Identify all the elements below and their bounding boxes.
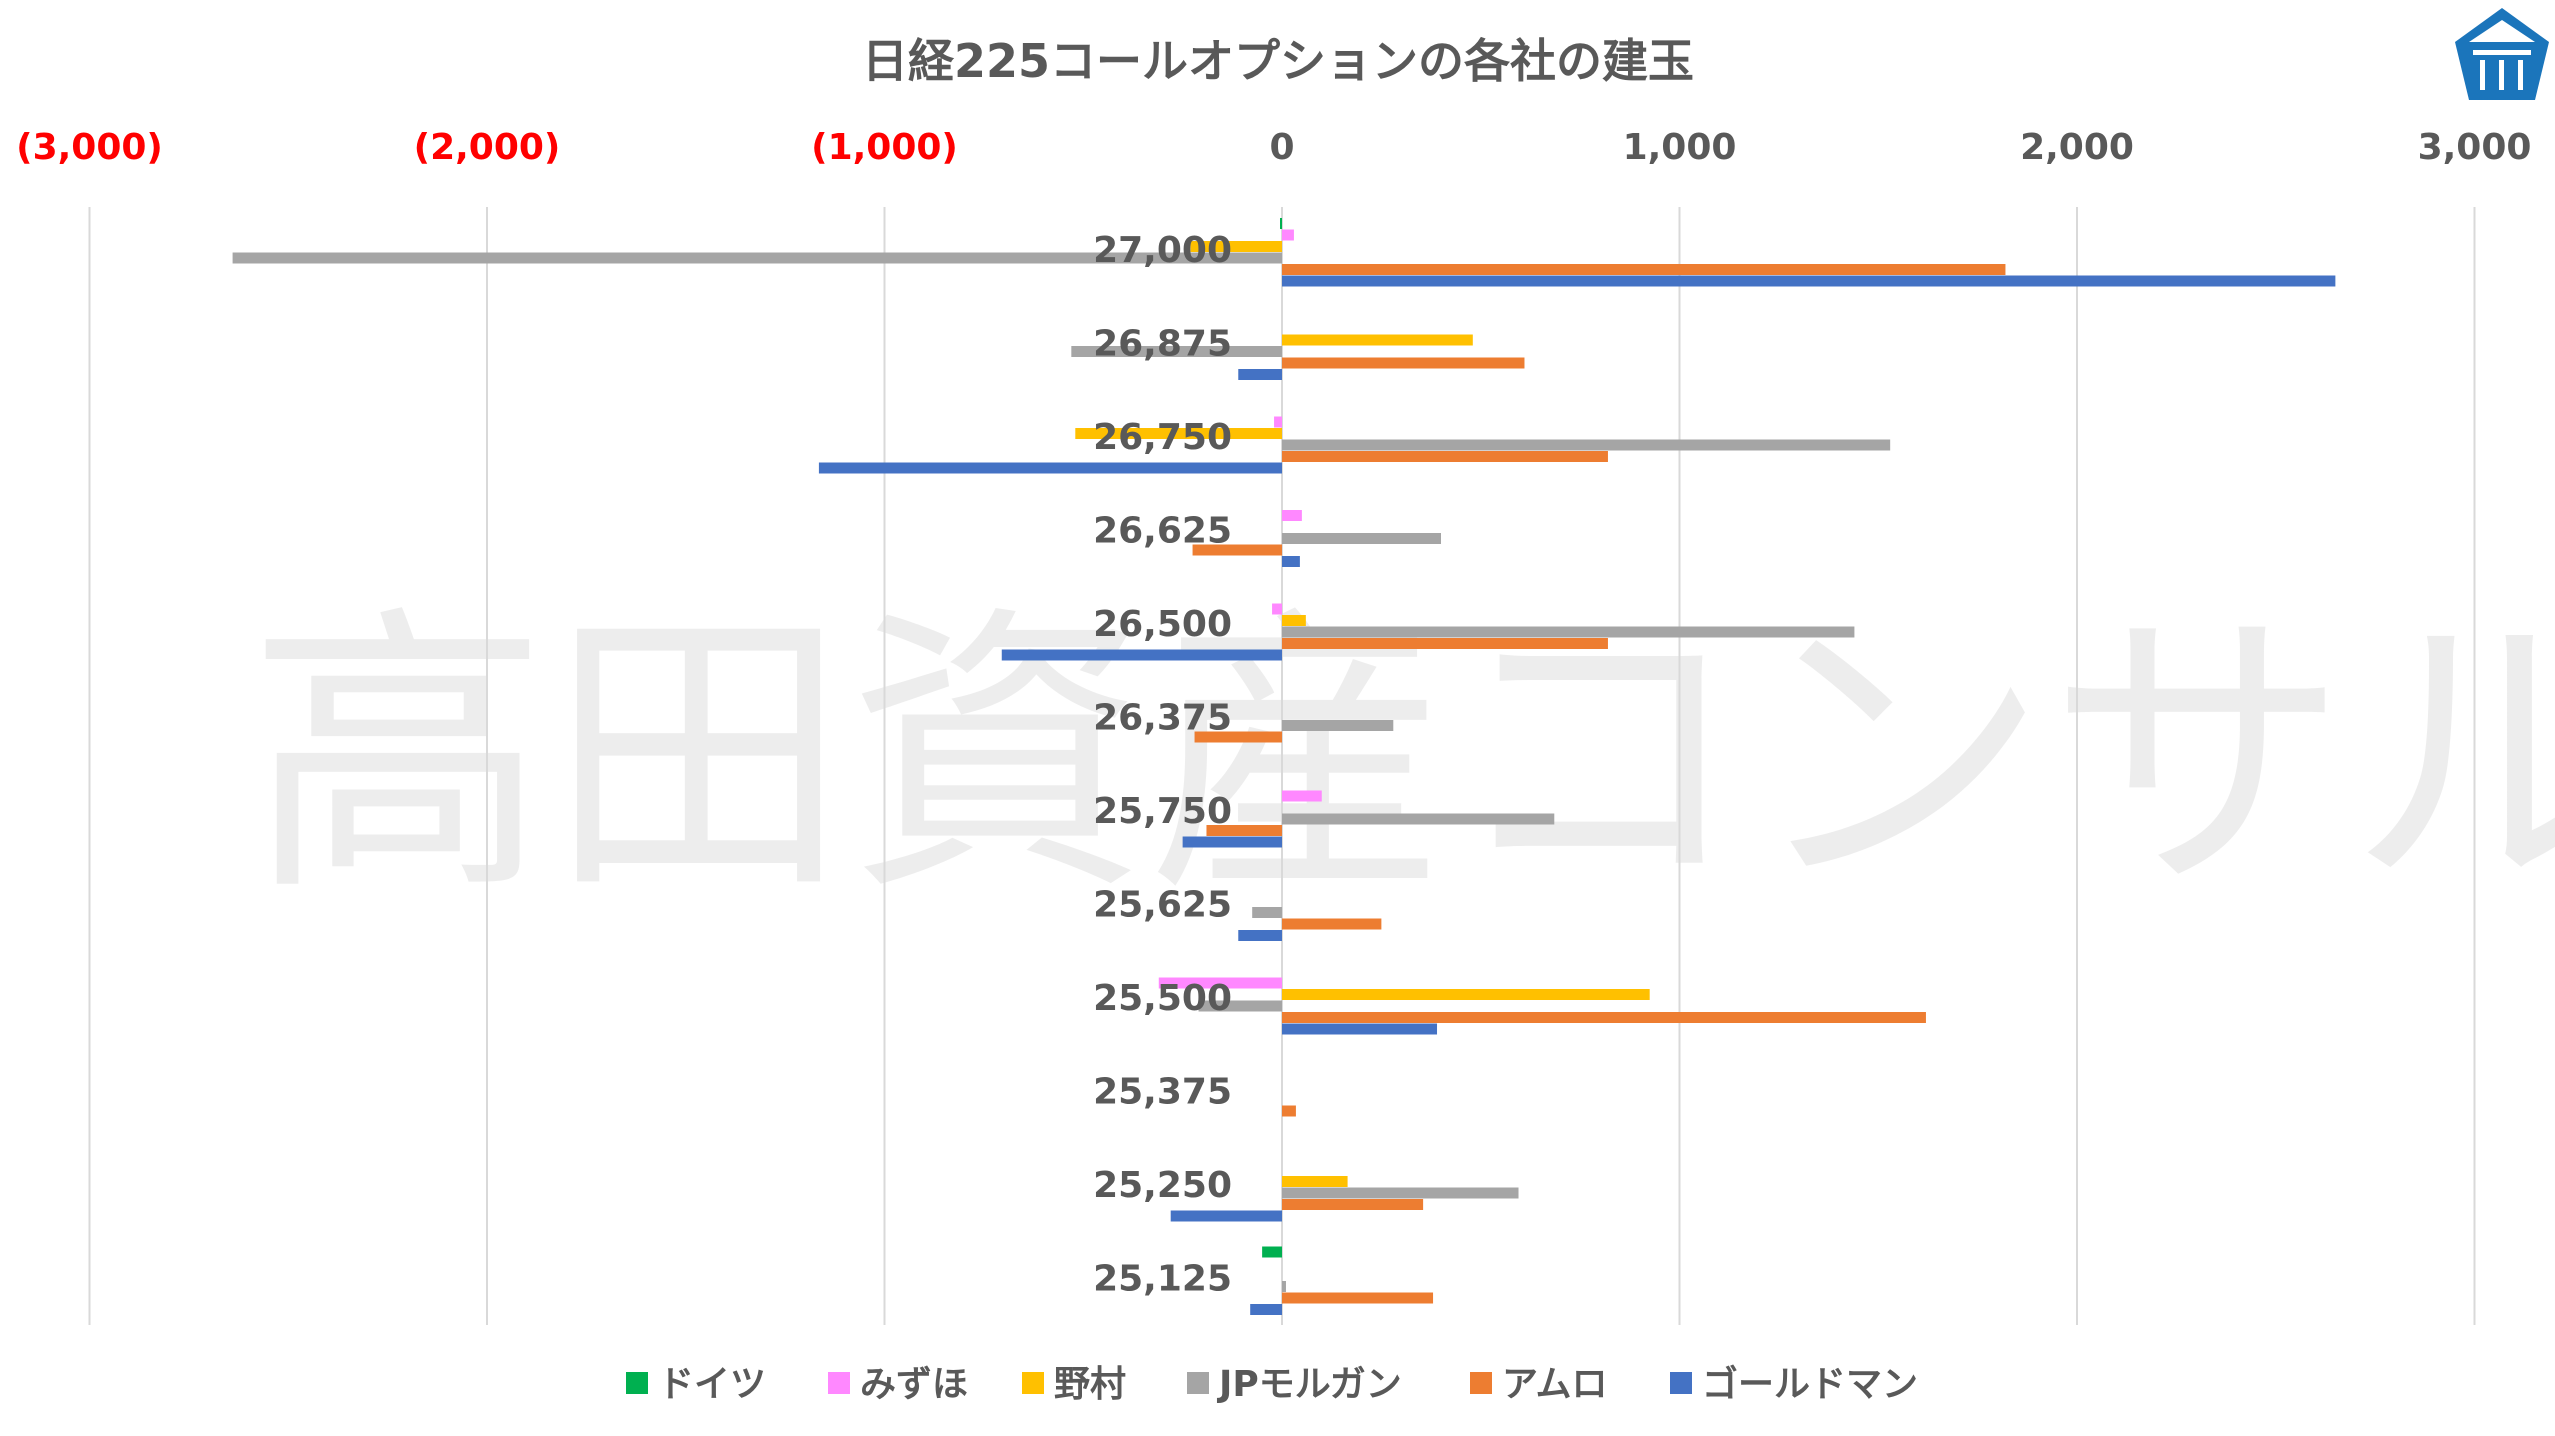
legend-label: みずほ: [860, 1364, 968, 1405]
bar: [1071, 346, 1282, 357]
bar: [1001, 649, 1282, 661]
category-label: 25,250: [1093, 1165, 1232, 1206]
bar: [1282, 556, 1300, 567]
bar: [1282, 989, 1650, 1000]
bar: [1282, 334, 1473, 346]
category-label: 25,625: [1093, 885, 1232, 926]
bar: [1158, 977, 1282, 989]
bar: [1182, 836, 1282, 848]
category-label: 27,000: [1093, 230, 1232, 271]
category-label: 25,125: [1093, 1259, 1232, 1300]
bar: [1282, 275, 2336, 287]
gridlines: [88, 207, 2476, 1325]
legend-label: ゴールドマン: [1702, 1363, 1918, 1405]
bar: [1282, 357, 1525, 369]
category-label: 26,375: [1093, 698, 1232, 739]
chart-title: 日経225コールオプションの各社の建玉: [862, 34, 1694, 88]
bar: [232, 252, 1283, 264]
bar: [1250, 1304, 1282, 1315]
bar: [1282, 1292, 1434, 1304]
bar: [1282, 1281, 1286, 1292]
category-label: 26,875: [1093, 324, 1232, 365]
bar: [1198, 1000, 1282, 1012]
bar: [1282, 451, 1608, 462]
bar: [1252, 907, 1282, 918]
bar: [1170, 1210, 1282, 1222]
legend-swatch: [1470, 1372, 1492, 1394]
legend-label: アムロ: [1502, 1364, 1607, 1405]
legend: ドイツ みずほ 野村 JPモルガン アムロ ゴールドマン: [626, 1363, 1918, 1405]
legend-swatch: [626, 1372, 648, 1394]
bar: [1238, 930, 1282, 941]
bar: [1272, 603, 1282, 615]
bar: [1282, 790, 1322, 802]
pavilion-logo-icon: [2455, 8, 2549, 100]
bar: [1282, 720, 1394, 731]
category-label: 26,500: [1093, 604, 1232, 645]
x-tick-label: (2,000): [414, 127, 561, 168]
x-tick-label: (1,000): [811, 127, 958, 168]
bar: [1282, 439, 1891, 451]
bar: [1282, 1187, 1519, 1199]
bar: [1190, 241, 1282, 252]
bar: [1282, 1012, 1926, 1023]
bar: [1238, 369, 1282, 380]
category-label: 26,625: [1093, 511, 1232, 552]
bar: [1282, 615, 1306, 626]
x-tick-label: 1,000: [1623, 127, 1737, 168]
x-tick-label: 2,000: [2020, 127, 2134, 168]
bar: [1282, 510, 1302, 521]
bar: [1282, 1023, 1438, 1035]
bar: [1282, 264, 2006, 275]
bar: [1282, 918, 1382, 930]
bar: [1282, 638, 1608, 649]
bar: [1282, 229, 1294, 241]
legend-swatch: [1187, 1372, 1209, 1394]
x-axis-ticks: (3,000) (2,000) (1,000) 0 1,000 2,000 3,000: [16, 127, 2531, 168]
bar: [1192, 544, 1282, 556]
category-label: 25,750: [1093, 791, 1232, 832]
bars: [232, 218, 2336, 1315]
bar: [1274, 416, 1282, 428]
bar: [1282, 626, 1855, 638]
legend-label: 野村: [1054, 1364, 1126, 1405]
legend-label: ドイツ: [658, 1364, 766, 1405]
x-tick-label: (3,000): [16, 127, 163, 168]
legend-label: JPモルガン: [1216, 1364, 1402, 1405]
legend-swatch: [1022, 1372, 1044, 1394]
bar: [818, 462, 1282, 474]
category-labels: 27,000 26,875 26,750 26,625 26,500 26,375 25,7…: [1093, 230, 1232, 1300]
bar: [1282, 1105, 1296, 1117]
legend-swatch: [828, 1372, 850, 1394]
bar: [1280, 218, 1282, 229]
x-tick-label: 0: [1269, 127, 1294, 168]
legend-swatch: [1670, 1372, 1692, 1394]
category-label: 26,750: [1093, 417, 1232, 458]
bar: [1282, 1176, 1348, 1187]
bar: [1282, 1199, 1424, 1210]
bar: [1282, 533, 1441, 544]
bar: [1282, 813, 1555, 825]
category-label: 25,500: [1093, 978, 1232, 1019]
category-label: 25,375: [1093, 1072, 1232, 1113]
bar: [1194, 731, 1282, 743]
bar: [1262, 1246, 1282, 1258]
bar: [1075, 428, 1282, 439]
bar: [1206, 825, 1282, 836]
x-tick-label: 3,000: [2418, 127, 2532, 168]
